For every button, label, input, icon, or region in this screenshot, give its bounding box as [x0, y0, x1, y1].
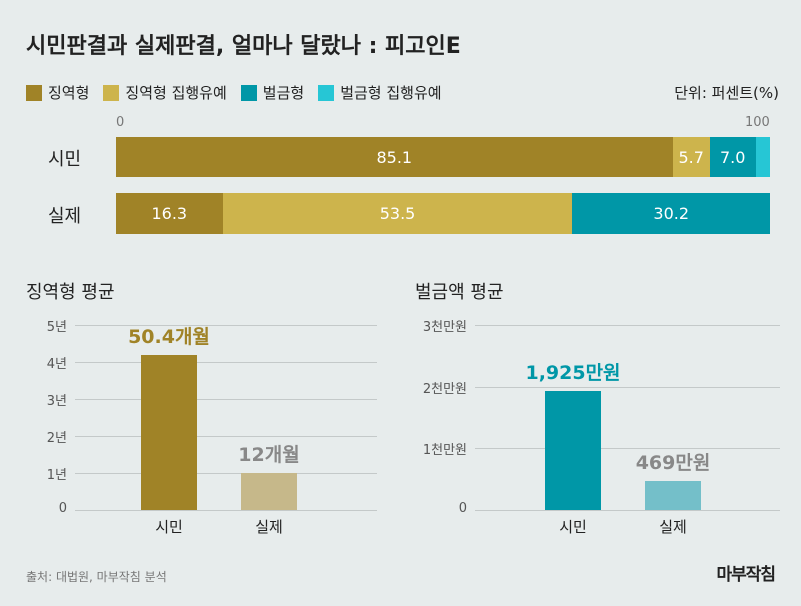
- stacked-bar-actual: 16.3 53.5 30.2: [116, 193, 770, 234]
- legend-label: 징역형 집행유예: [125, 84, 227, 102]
- bar-segment: 7.0: [709, 137, 756, 177]
- y-tick: 0: [58, 501, 67, 516]
- value-label: 50.4개월: [128, 325, 210, 348]
- unit-label: 단위: 퍼센트(%): [674, 84, 779, 102]
- y-tick: 0: [458, 501, 467, 516]
- value-label: 469만원: [635, 452, 711, 475]
- bar-segment: 16.3: [116, 193, 223, 234]
- gridline: [475, 386, 780, 388]
- y-tick: 3천만원: [422, 320, 467, 335]
- y-tick: 3년: [46, 394, 67, 409]
- legend-item: 벌금형: [240, 82, 305, 103]
- bar-segment: 30.2: [572, 193, 770, 234]
- y-tick: 4년: [46, 357, 67, 372]
- x-tick: 100: [745, 115, 770, 130]
- subchart-title: 벌금액 평균: [415, 282, 504, 303]
- x-label: 시민: [559, 518, 587, 536]
- stacked-bar-citizen: 85.1 5.7 7.0: [116, 137, 770, 177]
- gridline: [75, 399, 377, 400]
- y-tick: 1년: [46, 468, 67, 483]
- legend-label: 징역형: [48, 84, 90, 102]
- bar: [241, 473, 297, 510]
- gridline: [75, 325, 377, 326]
- y-tick: 1천만원: [422, 443, 467, 459]
- source-note: 출처: 대법원, 마부작침 분석: [26, 570, 167, 584]
- bar: [545, 391, 601, 510]
- value-label: 1,925만원: [525, 362, 621, 385]
- gridline: [75, 473, 377, 474]
- row-label: 시민: [48, 149, 82, 170]
- legend-swatch: [26, 84, 42, 101]
- legend-label: 벌금형 집행유예: [340, 84, 442, 102]
- legend-swatch: [318, 84, 335, 101]
- subchart-title: 징역형 평균: [26, 282, 115, 303]
- x-tick: 0: [116, 115, 125, 130]
- bar-segment: 5.7: [672, 137, 710, 177]
- y-tick: 2천만원: [422, 381, 467, 397]
- y-tick: 2년: [46, 431, 67, 446]
- bar: [141, 354, 197, 510]
- x-label: 실제: [255, 518, 283, 536]
- legend: 징역형 징역형 집행유예 벌금형 벌금형 집행유예: [26, 82, 442, 103]
- y-tick: 5년: [46, 320, 67, 335]
- bar-segment: [755, 137, 770, 177]
- gridline: [475, 325, 780, 326]
- x-label: 시민: [155, 518, 183, 536]
- gridline: [75, 436, 377, 437]
- legend-item: 벌금형 집행유예: [318, 82, 442, 103]
- x-label: 실제: [659, 518, 687, 536]
- chart-title: 시민판결과 실제판결, 얼마나 달랐나 : 피고인E: [26, 34, 461, 59]
- gridline: [475, 510, 780, 511]
- legend-item: 징역형: [26, 82, 89, 103]
- bar-segment: 53.5: [222, 193, 573, 234]
- logo: 마부작침: [716, 565, 776, 585]
- row-label: 실제: [48, 206, 82, 227]
- gridline: [475, 448, 780, 450]
- value-label: 12개월: [238, 444, 300, 466]
- legend-label: 벌금형: [262, 84, 305, 102]
- gridline: [75, 362, 377, 363]
- bar-segment: 85.1: [116, 137, 673, 177]
- legend-item: 징역형 집행유예: [103, 82, 227, 103]
- bar: [645, 481, 701, 510]
- legend-swatch: [240, 84, 257, 101]
- gridline: [75, 510, 377, 511]
- legend-swatch: [103, 84, 120, 101]
